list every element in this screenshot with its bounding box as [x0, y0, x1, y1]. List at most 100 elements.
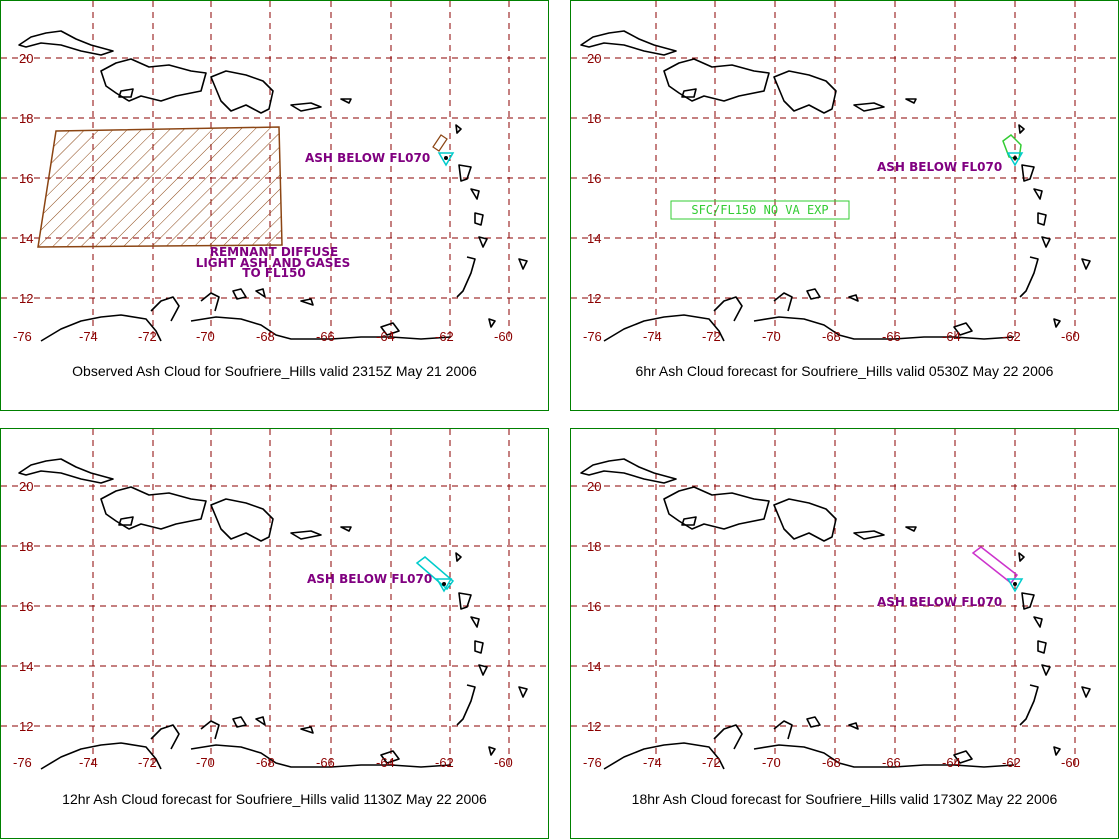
svg-text:20: 20	[587, 51, 601, 66]
label-ash-below: ASH BELOW FL070	[305, 151, 430, 165]
grid-lines	[571, 429, 1118, 769]
box-no-va	[670, 200, 850, 220]
ash-area-18hr	[971, 546, 1019, 585]
svg-text:-74: -74	[79, 755, 98, 770]
svg-text:-72: -72	[702, 755, 721, 770]
volcano-dot	[444, 156, 448, 160]
label-ash-below: ASH BELOW FL070	[877, 160, 1002, 174]
caption-6hr: 6hr Ash Cloud forecast for Soufriere_Hil…	[635, 363, 1054, 379]
lat-ticks: 20 18 16 14 12	[587, 479, 601, 734]
svg-text:20: 20	[19, 479, 33, 494]
label-remnant-2: LIGHT ASH AND GASES	[196, 256, 351, 270]
label-remnant-3: TO FL150	[242, 266, 305, 280]
map-12hr: ASH BELOW FL070 20 18 16 14 12 -76 -74 -…	[1, 429, 548, 770]
ash-area-near-volcano	[432, 134, 448, 152]
map-6hr: ASH BELOW FL070 SFC/FL150 NO VA EXP 20 1…	[571, 1, 1118, 344]
ash-area-remnant	[37, 126, 283, 248]
label-ash-below: ASH BELOW FL070	[877, 595, 1002, 609]
svg-text:14: 14	[587, 231, 601, 246]
grid-lines	[571, 1, 1118, 341]
svg-text:-60: -60	[494, 755, 513, 770]
svg-text:12: 12	[587, 291, 601, 306]
label-remnant-1: REMNANT DIFFUSE	[210, 245, 339, 259]
volcano-marker	[437, 152, 455, 167]
svg-text:14: 14	[587, 659, 601, 674]
grid-lines	[1, 429, 548, 769]
svg-text:-70: -70	[762, 329, 781, 344]
svg-text:-72: -72	[138, 329, 157, 344]
svg-text:18: 18	[587, 111, 601, 126]
svg-text:-62: -62	[1002, 755, 1021, 770]
svg-text:-72: -72	[138, 755, 157, 770]
lat-ticks: 20 18 16 14 12	[19, 479, 33, 734]
svg-text:-64: -64	[942, 329, 961, 344]
svg-text:-60: -60	[1061, 755, 1080, 770]
svg-text:-64: -64	[942, 755, 961, 770]
panel-12hr: ASH BELOW FL070 20 18 16 14 12 -76 -74 -…	[0, 428, 549, 839]
volcano-dot	[1013, 156, 1017, 160]
svg-text:12: 12	[19, 291, 33, 306]
svg-text:-70: -70	[196, 755, 215, 770]
svg-text:-76: -76	[583, 755, 602, 770]
svg-text:-62: -62	[435, 755, 454, 770]
svg-text:-60: -60	[1061, 329, 1080, 344]
svg-text:18: 18	[587, 539, 601, 554]
svg-text:-66: -66	[316, 329, 335, 344]
coastlines	[18, 30, 528, 342]
label-no-va: SFC/FL150 NO VA EXP	[691, 203, 828, 217]
coastlines	[18, 458, 528, 770]
svg-text:20: 20	[587, 479, 601, 494]
lat-ticks: 20 18 16 14 12	[19, 51, 33, 306]
svg-text:-64: -64	[376, 755, 395, 770]
svg-text:-74: -74	[643, 329, 662, 344]
svg-text:20: 20	[19, 51, 33, 66]
svg-text:14: 14	[19, 231, 33, 246]
svg-text:-70: -70	[196, 329, 215, 344]
map-observed: ASH BELOW FL070 REMNANT DIFFUSE LIGHT AS…	[1, 1, 548, 344]
panel-observed: ASH BELOW FL070 REMNANT DIFFUSE LIGHT AS…	[0, 0, 549, 411]
svg-text:-76: -76	[583, 329, 602, 344]
lon-ticks: -76 -74 -72 -70 -68 -66 -64 -62 -60	[583, 755, 1080, 770]
caption-18hr: 18hr Ash Cloud forecast for Soufriere_Hi…	[631, 791, 1058, 807]
lon-ticks: -76 -74 -72 -70 -68 -66 -64 -62 -60	[583, 329, 1080, 344]
svg-text:-68: -68	[822, 329, 841, 344]
volcano-dot	[442, 582, 446, 586]
svg-text:16: 16	[587, 599, 601, 614]
svg-text:18: 18	[19, 539, 33, 554]
svg-text:-68: -68	[256, 329, 275, 344]
svg-text:-74: -74	[643, 755, 662, 770]
svg-text:-70: -70	[762, 755, 781, 770]
svg-text:-76: -76	[13, 329, 32, 344]
svg-text:-60: -60	[494, 329, 513, 344]
svg-text:14: 14	[19, 659, 33, 674]
svg-text:16: 16	[19, 171, 33, 186]
svg-text:-62: -62	[1002, 329, 1021, 344]
coastlines	[580, 30, 1091, 342]
svg-text:-66: -66	[882, 755, 901, 770]
caption-observed: Observed Ash Cloud for Soufriere_Hills v…	[72, 363, 477, 379]
svg-text:-72: -72	[702, 329, 721, 344]
volcano-dot	[1013, 582, 1017, 586]
label-ash-below: ASH BELOW FL070	[307, 572, 432, 586]
svg-text:-64: -64	[376, 329, 395, 344]
map-18hr: ASH BELOW FL070 20 18 16 14 12 -76 -74 -…	[571, 429, 1118, 770]
svg-text:12: 12	[19, 719, 33, 734]
lon-ticks: -76 -74 -72 -70 -68 -66 -64 -62 -60	[13, 755, 513, 770]
svg-text:-68: -68	[256, 755, 275, 770]
svg-text:-76: -76	[13, 755, 32, 770]
panel-18hr: ASH BELOW FL070 20 18 16 14 12 -76 -74 -…	[570, 428, 1119, 839]
volcano-marker	[1006, 578, 1024, 593]
coastlines	[580, 458, 1091, 770]
panel-6hr: ASH BELOW FL070 SFC/FL150 NO VA EXP 20 1…	[570, 0, 1119, 411]
svg-text:12: 12	[587, 719, 601, 734]
svg-text:16: 16	[19, 599, 33, 614]
lon-ticks: -76 -74 -72 -70 -68 -66 -64 -62 -60	[13, 329, 513, 344]
volcano-marker	[435, 578, 453, 593]
lat-ticks: 20 18 16 14 12	[587, 51, 601, 306]
ash-area-6hr	[1002, 134, 1022, 160]
svg-text:-74: -74	[79, 329, 98, 344]
svg-text:-68: -68	[822, 755, 841, 770]
volcano-marker	[1006, 152, 1024, 167]
caption-12hr: 12hr Ash Cloud forecast for Soufriere_Hi…	[62, 791, 487, 807]
svg-text:-66: -66	[882, 329, 901, 344]
